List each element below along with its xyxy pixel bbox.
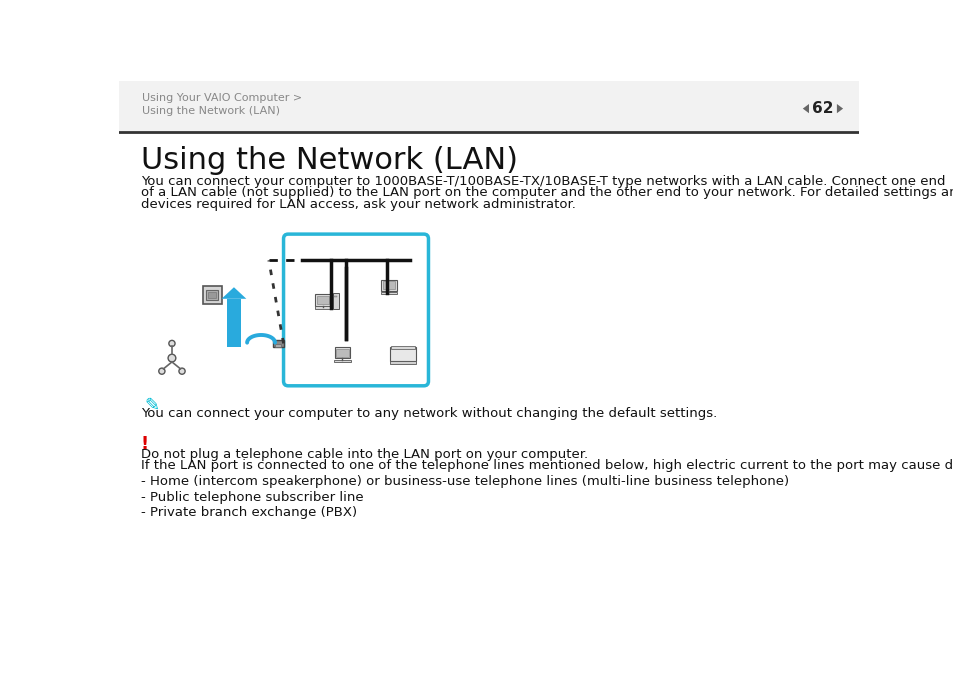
Circle shape [168,355,175,362]
Bar [391,346,415,349]
Bar [336,349,348,357]
Circle shape [158,368,165,374]
Text: 62: 62 [811,101,833,116]
Text: If the LAN port is connected to one of the telephone lines mentioned below, high: If the LAN port is connected to one of t… [141,459,953,472]
Bar [334,360,351,362]
Text: ✎: ✎ [144,396,159,415]
Bar [335,347,350,359]
Bar [315,294,331,306]
Bar [203,286,221,304]
Polygon shape [836,104,842,113]
Text: You can connect your computer to any network without changing the default settin: You can connect your computer to any net… [141,407,717,421]
Text: !: ! [141,435,149,453]
Bar [381,280,396,290]
Bar [208,292,216,298]
Bar [333,293,338,309]
Polygon shape [802,104,808,113]
Bar [274,344,281,347]
Bar [273,340,283,347]
Text: Using the Network (LAN): Using the Network (LAN) [141,146,517,175]
Bar [315,307,332,309]
Bar [206,290,218,301]
Text: Do not plug a telephone cable into the LAN port on your computer.: Do not plug a telephone cable into the L… [141,448,587,461]
FancyBboxPatch shape [283,234,428,386]
Text: You can connect your computer to 1000BASE-T/100BASE-TX/10BASE-T type networks wi: You can connect your computer to 1000BAS… [141,175,944,188]
Bar [380,292,396,294]
Text: of a LAN cable (not supplied) to the LAN port on the computer and the other end : of a LAN cable (not supplied) to the LAN… [141,187,953,200]
Bar [334,296,336,297]
Bar [389,361,416,364]
Bar [316,296,329,304]
Bar [389,347,416,361]
Circle shape [179,368,185,374]
Text: - Private branch exchange (PBX): - Private branch exchange (PBX) [141,506,356,519]
Text: - Public telephone subscriber line: - Public telephone subscriber line [141,491,363,503]
Text: devices required for LAN access, ask your network administrator.: devices required for LAN access, ask you… [141,198,576,211]
Text: Using the Network (LAN): Using the Network (LAN) [142,106,280,115]
Circle shape [169,340,174,346]
Bar [382,281,395,289]
Bar [227,299,241,346]
Text: Using Your VAIO Computer >: Using Your VAIO Computer > [142,93,302,103]
Bar [119,81,858,131]
Polygon shape [221,287,246,299]
Text: - Home (intercom speakerphone) or business-use telephone lines (multi-line busin: - Home (intercom speakerphone) or busine… [141,475,788,488]
